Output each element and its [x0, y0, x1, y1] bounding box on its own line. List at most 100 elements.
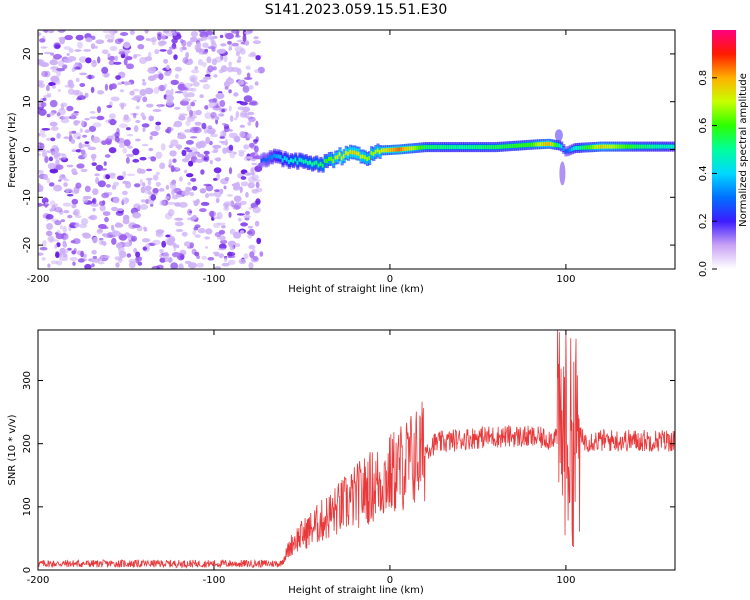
noise-blob	[125, 157, 130, 164]
noise-blob	[155, 181, 161, 187]
noise-blob	[250, 172, 255, 176]
ridge-core	[410, 146, 414, 151]
noise-blob	[208, 98, 217, 103]
noise-blob	[73, 120, 81, 124]
noise-blob	[131, 235, 137, 242]
noise-blob	[101, 49, 109, 55]
noise-blob	[185, 120, 191, 126]
ridge-core	[302, 159, 306, 164]
ridge-core	[459, 145, 462, 150]
noise-blob	[113, 181, 120, 187]
noise-blob	[133, 247, 138, 254]
ridge-core	[414, 146, 418, 150]
noise-blob	[102, 211, 111, 217]
ridge-core	[513, 143, 517, 148]
colorbar-tick-label: 0.8	[698, 70, 709, 86]
noise-blob	[110, 83, 117, 90]
ridge-core	[539, 142, 542, 147]
ridge-core	[406, 146, 409, 151]
noise-blob	[105, 137, 113, 144]
noise-blob	[175, 167, 180, 171]
noise-blob	[228, 105, 232, 112]
ridge-core	[608, 144, 612, 149]
noise-blob	[192, 99, 197, 103]
noise-blob	[208, 210, 217, 218]
noise-blob	[111, 184, 117, 190]
ridge-core	[471, 145, 475, 150]
ridge-core	[306, 161, 310, 166]
noise-blob	[151, 265, 161, 269]
noise-blob	[226, 66, 234, 73]
ridge-core	[568, 148, 572, 153]
noise-blob	[38, 252, 44, 256]
noise-blob	[87, 146, 97, 151]
noise-blob	[159, 257, 166, 263]
noise-blob	[39, 38, 46, 43]
noise-blob	[109, 45, 118, 52]
noise-blob	[209, 140, 213, 146]
noise-blob	[71, 149, 78, 153]
ridge-core	[309, 160, 312, 165]
chart-title: S141.2023.059.15.51.E30	[265, 2, 448, 18]
noise-blob	[246, 72, 251, 79]
noise-blob	[222, 122, 227, 126]
noise-blob	[79, 72, 88, 76]
noise-blob	[114, 38, 123, 45]
snr-marks	[38, 330, 675, 569]
noise-blob	[92, 188, 99, 196]
noise-blob	[104, 216, 109, 223]
noise-blob	[252, 40, 261, 45]
noise-blob	[69, 115, 77, 120]
noise-blob	[221, 262, 230, 267]
noise-blob	[92, 122, 102, 128]
noise-blob	[81, 232, 90, 237]
noise-blob	[247, 182, 255, 189]
noise-blob	[81, 149, 86, 156]
y-tick-label: -20	[22, 237, 33, 253]
noise-blob	[191, 87, 197, 92]
noise-blob	[142, 115, 147, 121]
noise-blob	[239, 186, 243, 194]
noise-blob	[67, 88, 75, 95]
noise-blob	[40, 46, 48, 49]
noise-blob	[216, 173, 221, 180]
y-tick-label: 20	[22, 48, 33, 61]
noise-blob	[155, 229, 165, 234]
noise-blob	[207, 125, 213, 130]
noise-blob	[152, 109, 162, 112]
noise-blob	[244, 172, 252, 176]
noise-blob	[181, 98, 191, 102]
noise-blob	[159, 200, 167, 206]
noise-blob	[66, 105, 74, 112]
noise-blob	[97, 180, 106, 188]
noise-blob	[51, 85, 56, 89]
ridge-core	[554, 142, 557, 147]
noise-blob	[237, 79, 245, 86]
noise-blob	[247, 233, 252, 239]
ridge-core	[549, 142, 553, 147]
ridge-core	[627, 144, 631, 149]
noise-blob	[129, 90, 135, 96]
noise-blob	[118, 51, 126, 55]
noise-blob	[53, 53, 62, 60]
noise-blob	[192, 81, 200, 87]
ridge-core	[277, 154, 281, 159]
ridge-core	[446, 145, 450, 150]
noise-blob	[205, 136, 211, 144]
noise-blob	[183, 83, 193, 88]
noise-blob	[70, 240, 76, 244]
noise-blob	[220, 43, 227, 47]
noise-blob	[237, 106, 244, 111]
noise-blob	[88, 74, 92, 80]
ridge-core	[518, 143, 521, 148]
noise-blob	[228, 167, 233, 175]
ridge-core	[340, 156, 344, 161]
ridge-core	[383, 148, 386, 153]
noise-blob	[171, 252, 181, 258]
noise-blob	[239, 124, 245, 128]
ridge-core	[376, 148, 380, 153]
noise-blob	[238, 258, 247, 265]
snr-frame	[37, 329, 676, 571]
noise-blob	[192, 230, 197, 236]
